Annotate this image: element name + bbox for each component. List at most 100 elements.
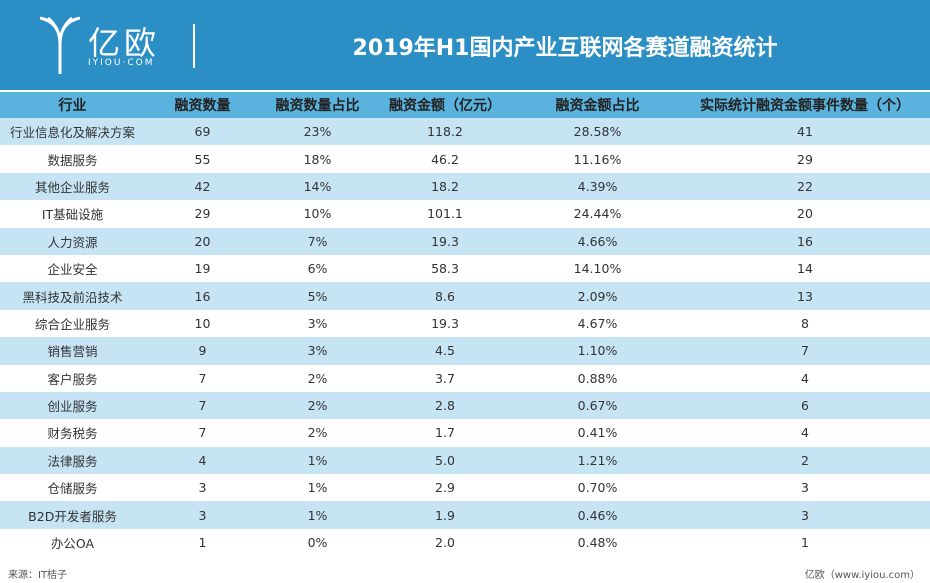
column-header: 融资数量占比 — [275, 98, 360, 114]
table-cell: 3 — [198, 480, 207, 496]
table-cell: 0.67% — [577, 398, 618, 414]
table-cell: 3.7 — [435, 370, 455, 386]
table-cell: 14 — [797, 261, 813, 277]
table-cell: 1% — [307, 507, 328, 523]
table-cell: 1 — [198, 535, 207, 551]
table-cell: 6% — [307, 261, 328, 277]
table-cell: 41 — [797, 124, 813, 140]
table-cell: 28.58% — [573, 124, 622, 140]
table-cell: 18% — [303, 151, 332, 167]
header-row: 行业 融资数量 融资数量占比 融资金额（亿元） 融资金额占比 实际统计融资金额事件数量（个… — [0, 92, 930, 118]
table-cell: 2% — [307, 425, 328, 441]
table-cell: 黑科技及前沿技术 — [22, 289, 123, 305]
table-cell: 2% — [307, 398, 328, 414]
table-cell: 1% — [307, 480, 328, 496]
table-cell: 4 — [801, 370, 809, 386]
table-cell: 客户服务 — [47, 371, 98, 387]
table-cell: 20 — [797, 206, 813, 222]
table-cell: 4 — [801, 425, 809, 441]
table-row: 客户服务 7 2% 3.7 0.88% 4 — [0, 365, 930, 392]
table-cell: 11.16% — [573, 151, 622, 167]
table-cell: 1% — [307, 452, 328, 468]
column-header: 融资金额占比 — [555, 98, 640, 114]
table-cell: 1.9 — [435, 507, 455, 523]
table-cell: 2.8 — [435, 398, 455, 414]
table-cell: 55 — [194, 151, 211, 167]
header-bar: 亿欧 IYIOU·COM 2019年H1国内产业互联网各赛道融资统计 — [0, 0, 930, 90]
table-cell: 数据服务 — [47, 152, 98, 168]
table-row: 人力资源 20 7% 19.3 4.66% 16 — [0, 227, 930, 255]
table-cell: 0.41% — [577, 425, 618, 441]
table-cell: 5.0 — [435, 452, 455, 468]
table-cell: 20 — [194, 233, 211, 249]
table-cell: 3 — [801, 480, 809, 496]
table-cell: 人力资源 — [47, 234, 98, 250]
table-cell: 10% — [303, 206, 332, 222]
column-header: 实际统计融资金额事件数量（个） — [700, 98, 910, 114]
table-cell: 3% — [307, 343, 328, 359]
table-cell: 13 — [797, 288, 813, 304]
table-cell: 6 — [801, 398, 809, 414]
table-cell: 其他企业服务 — [34, 179, 110, 195]
table-cell: 销售营销 — [47, 344, 98, 360]
table-cell: 2 — [801, 452, 809, 468]
table-cell: 3 — [801, 507, 809, 523]
table-cell: 4.66% — [577, 233, 618, 249]
table-cell: 1 — [801, 535, 809, 551]
table-cell: 4.39% — [577, 178, 618, 194]
table-row: 财务税务 7 2% 1.7 0.41% 4 — [0, 419, 930, 446]
table-cell: 16 — [797, 233, 813, 249]
logo-icon — [39, 16, 81, 74]
table-cell: 2.09% — [577, 288, 618, 304]
table-cell: 1.10% — [577, 343, 618, 359]
table-row: 数据服务 55 18% 46.2 11.16% 29 — [0, 145, 930, 172]
table-row: 销售营销 9 3% 4.5 1.10% 7 — [0, 337, 930, 365]
table-cell: 29 — [194, 206, 211, 222]
table-cell: 4.67% — [577, 315, 618, 331]
column-header: 行业 — [58, 98, 87, 114]
table-cell: 19.3 — [431, 315, 459, 331]
table-cell: 综合企业服务 — [34, 316, 110, 332]
table-cell: 7 — [801, 343, 809, 359]
table-cell: 5% — [307, 288, 328, 304]
table-cell: 16 — [194, 288, 211, 304]
title: 2019年H1国内产业互联网各赛道融资统计 — [352, 36, 778, 61]
table-cell: 行业信息化及解决方案 — [9, 125, 135, 141]
table-cell: 创业服务 — [47, 399, 98, 415]
table: 行业 融资数量 融资数量占比 融资金额（亿元） 融资金额占比 实际统计融资金额事件数量（个… — [0, 92, 930, 556]
logo-text: 亿欧 — [88, 24, 161, 62]
table-cell: 118.2 — [427, 124, 463, 140]
table-cell: 0.46% — [577, 507, 618, 523]
table-cell: 14% — [303, 178, 332, 194]
table-cell: 2% — [307, 370, 328, 386]
table-cell: 4 — [198, 452, 207, 468]
table-cell: 企业安全 — [47, 262, 98, 278]
table-row: B2D开发者服务 3 1% 1.9 0.46% 3 — [0, 501, 930, 529]
table-cell: 14.10% — [573, 261, 622, 277]
table-cell: 0% — [307, 535, 328, 551]
table-cell: 29 — [797, 151, 813, 167]
table-cell: 10 — [194, 315, 211, 331]
table-cell: B2D开发者服务 — [28, 508, 117, 524]
table-cell: 101.1 — [427, 206, 463, 222]
table-row: 创业服务 7 2% 2.8 0.67% 6 — [0, 391, 930, 420]
table-cell: 0.88% — [577, 370, 618, 386]
table-cell: 2.9 — [435, 480, 455, 496]
table-row: 仓储服务 3 1% 2.9 0.70% 3 — [0, 474, 930, 501]
column-header: 融资数量 — [174, 98, 231, 114]
table-row: 综合企业服务 10 3% 19.3 4.67% 8 — [0, 310, 930, 337]
table-cell: IT基础设施 — [41, 207, 104, 223]
table-row: IT基础设施 29 10% 101.1 24.44% 20 — [0, 200, 930, 227]
table-cell: 18.2 — [431, 178, 459, 194]
table-row: 办公OA 1 0% 2.0 0.48% 1 — [0, 529, 930, 556]
table-cell: 0.70% — [577, 480, 618, 496]
table-row: 行业信息化及解决方案 69 23% 118.2 28.58% 41 — [0, 118, 930, 146]
table-cell: 8.6 — [435, 288, 455, 304]
table-cell: 46.2 — [431, 151, 459, 167]
table-cell: 1.7 — [435, 425, 455, 441]
table-cell: 9 — [198, 343, 207, 359]
table-cell: 22 — [797, 178, 813, 194]
logo-sub: IYIOU·COM — [88, 58, 155, 68]
table-cell: 23% — [303, 124, 332, 140]
